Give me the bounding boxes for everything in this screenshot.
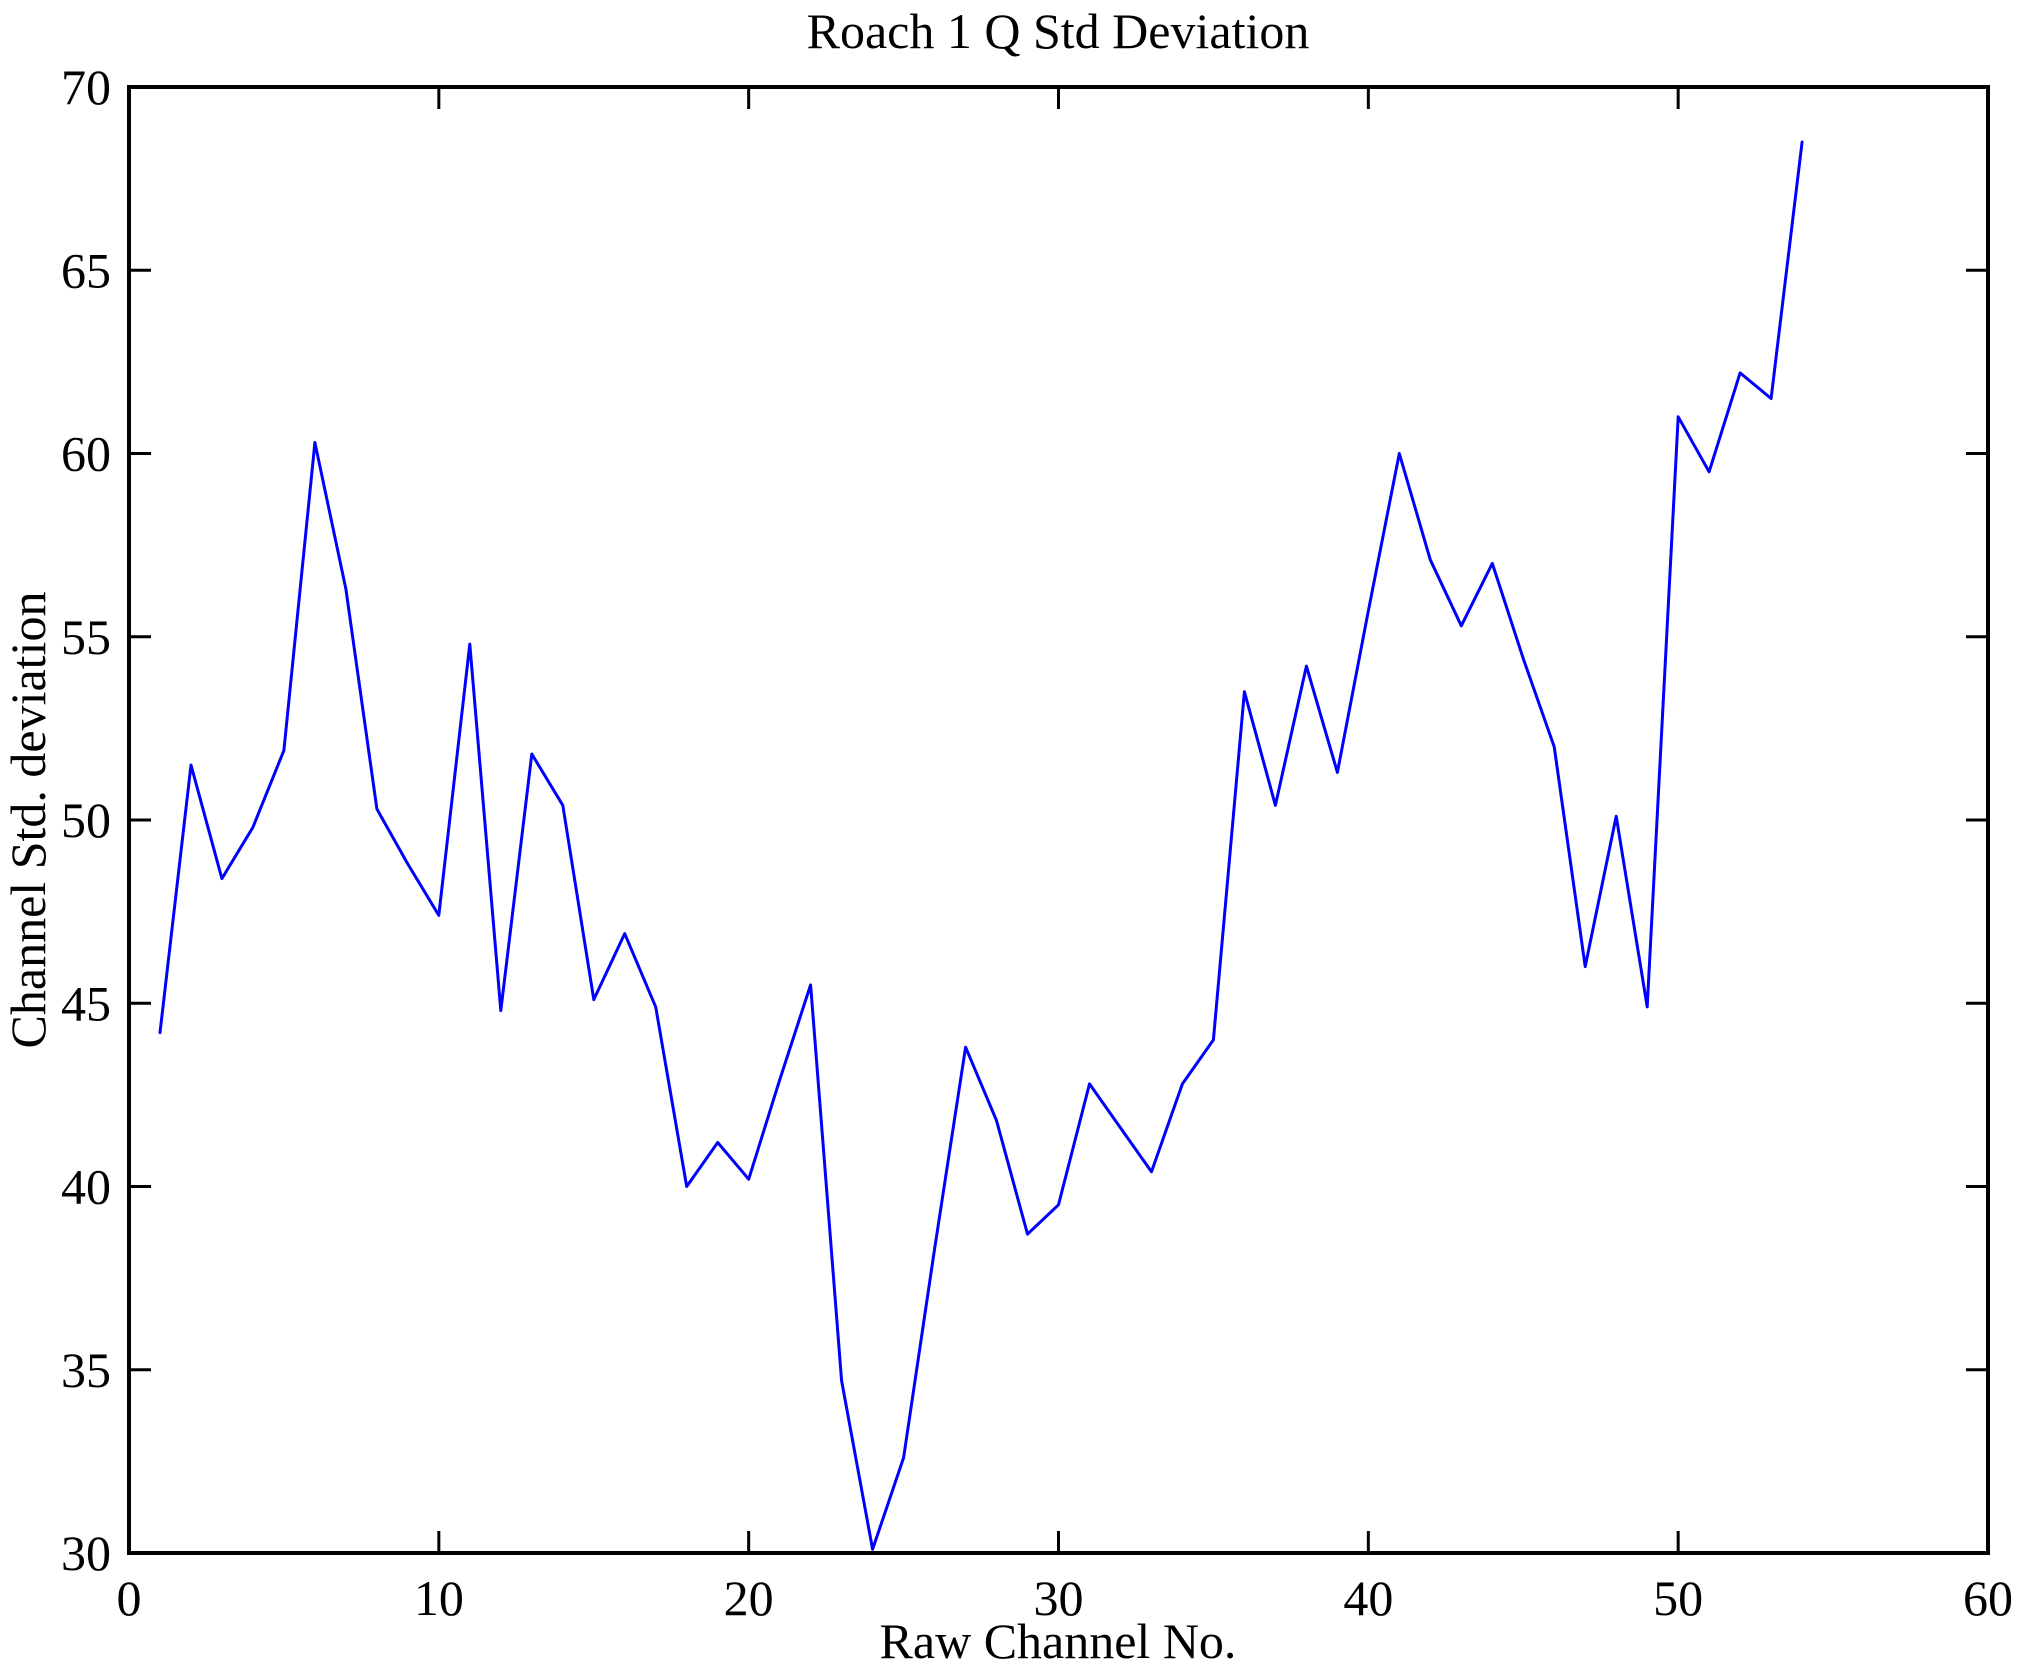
x-tick-label: 60 [1963,1570,2013,1626]
x-tick-label: 50 [1653,1570,1703,1626]
y-tick-label: 35 [61,1342,111,1398]
axes-box [127,85,1990,1555]
y-tick-label: 50 [61,792,111,848]
x-tick-label: 40 [1343,1570,1393,1626]
y-axis-label: Channel Std. deviation [0,592,56,1049]
x-tick-label: 10 [414,1570,464,1626]
data-series-line [158,140,1804,1551]
y-tick-label: 45 [61,975,111,1031]
y-tick-label: 60 [61,426,111,482]
y-tick-label: 65 [61,242,111,298]
plot-area: 0 10 20 30 40 50 60 30 35 40 45 50 55 60 65 70 [61,59,2013,1626]
x-tick-label: 20 [724,1570,774,1626]
y-tick-label: 30 [61,1525,111,1581]
x-axis-label: Raw Channel No. [880,1613,1237,1669]
x-tick-label: 0 [117,1570,142,1626]
y-tick-label: 55 [61,609,111,665]
x-tick-label: 30 [1034,1570,1084,1626]
y-tick-label: 70 [61,59,111,115]
chart-title: Roach 1 Q Std Deviation [807,3,1310,59]
y-tick-label: 40 [61,1159,111,1215]
